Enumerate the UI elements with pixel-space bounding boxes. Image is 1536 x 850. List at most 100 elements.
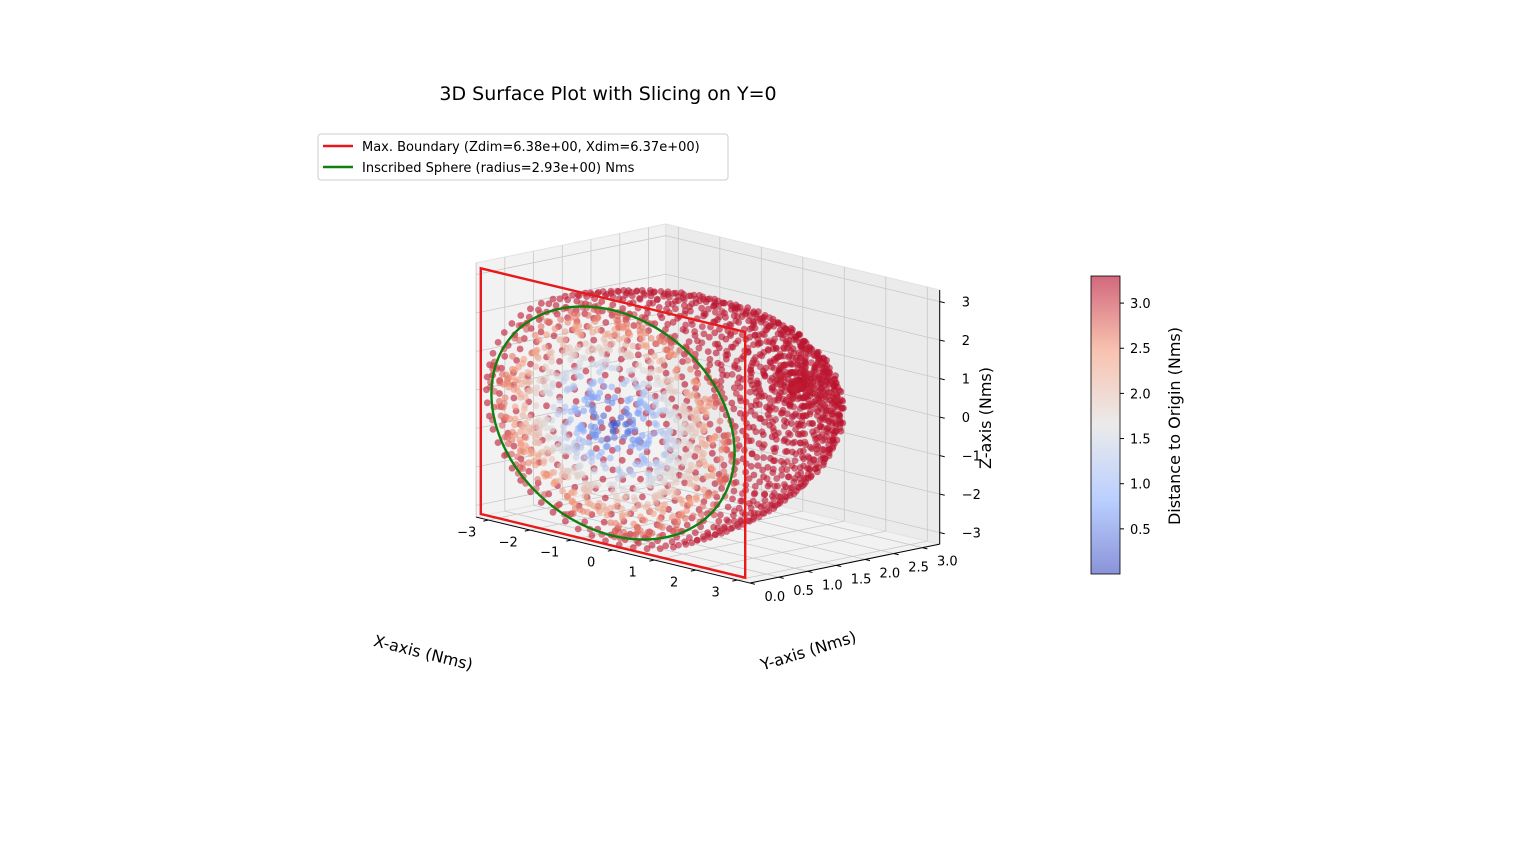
scatter-point bbox=[747, 377, 754, 385]
scatter-point bbox=[620, 495, 628, 503]
scatter-point bbox=[730, 487, 738, 495]
scatter-point bbox=[753, 453, 761, 461]
scatter-point bbox=[580, 455, 587, 462]
scatter-point bbox=[604, 330, 612, 338]
colorbar-label: Distance to Origin (Nms) bbox=[1165, 327, 1184, 525]
scatter-point bbox=[716, 476, 723, 483]
scatter-point bbox=[709, 466, 717, 473]
scatter-point bbox=[796, 475, 804, 483]
scatter-point bbox=[562, 517, 569, 525]
scatter-point bbox=[769, 492, 776, 500]
scatter-point bbox=[550, 468, 558, 476]
scatter-point bbox=[788, 413, 796, 421]
scatter-point bbox=[728, 306, 735, 313]
scatter-point bbox=[776, 350, 784, 358]
scatter-point bbox=[640, 440, 648, 448]
scatter-point bbox=[752, 428, 760, 436]
scatter-point bbox=[722, 351, 730, 359]
scatter-point bbox=[732, 317, 740, 325]
scatter-point bbox=[560, 370, 568, 378]
scatter-point bbox=[522, 378, 529, 385]
scatter-point bbox=[645, 481, 652, 489]
scatter-point bbox=[586, 387, 593, 395]
axes-3d: −3 −2 −1 0 1 2 3 0.0 0.5 1.0 1.5 2.0 2.5 3.0 −3 −2 −1 0 1 2… bbox=[457, 223, 981, 605]
scatter-point bbox=[659, 356, 666, 364]
scatter-point bbox=[676, 347, 683, 354]
scatter-point bbox=[687, 461, 695, 469]
colorbar-tick-label: 0.5 bbox=[1130, 523, 1151, 538]
scatter-point bbox=[580, 407, 588, 415]
x-tick-label: 3 bbox=[712, 586, 720, 601]
scatter-point bbox=[498, 422, 506, 429]
scatter-point bbox=[799, 453, 806, 461]
y-axis-line bbox=[749, 543, 940, 584]
scatter-point bbox=[672, 479, 680, 486]
scatter-point bbox=[775, 493, 783, 500]
scatter-point bbox=[781, 493, 789, 500]
scatter-point bbox=[572, 398, 580, 405]
scatter-point bbox=[617, 397, 625, 405]
scatter-point bbox=[557, 436, 565, 444]
scatter-point bbox=[716, 313, 723, 321]
scatter-point bbox=[813, 400, 821, 407]
scatter-point bbox=[610, 488, 617, 496]
scatter-point bbox=[502, 371, 510, 379]
scatter-point bbox=[577, 470, 585, 478]
scatter-point bbox=[731, 507, 738, 515]
scatter-point bbox=[603, 511, 611, 519]
scatter-point bbox=[728, 371, 736, 378]
z-axis-label: Z-axis (Nms) bbox=[976, 367, 995, 469]
scatter-point bbox=[594, 314, 602, 321]
z-tick-mark bbox=[939, 455, 945, 458]
scatter-point bbox=[606, 454, 614, 462]
y-tick-mark bbox=[893, 553, 899, 556]
scatter-point bbox=[655, 304, 663, 311]
scatter-point bbox=[626, 466, 633, 473]
scatter-point bbox=[564, 467, 572, 475]
scatter-point bbox=[720, 461, 728, 469]
scatter-point bbox=[738, 331, 746, 339]
scatter-point bbox=[706, 355, 714, 363]
scatter-point bbox=[681, 307, 689, 315]
scatter-point bbox=[546, 350, 553, 357]
scatter-point bbox=[772, 431, 779, 439]
y-tick-label: 0.0 bbox=[765, 590, 786, 605]
scatter-point bbox=[758, 428, 766, 436]
scatter-point bbox=[817, 386, 825, 393]
scatter-point bbox=[691, 328, 698, 335]
scatter-point bbox=[685, 495, 693, 503]
scatter-point bbox=[761, 497, 769, 504]
scatter-point bbox=[598, 350, 606, 358]
scatter-point bbox=[555, 381, 563, 389]
scatter-point bbox=[505, 440, 512, 448]
scatter-point bbox=[706, 361, 714, 369]
scatter-point bbox=[816, 423, 824, 431]
scatter-point bbox=[615, 528, 622, 536]
scatter-point bbox=[540, 470, 547, 477]
scatter-point bbox=[795, 349, 803, 357]
y-tick-mark bbox=[836, 564, 842, 568]
scatter-point bbox=[800, 447, 807, 455]
scatter-point bbox=[792, 450, 800, 458]
scatter-point bbox=[594, 504, 601, 512]
scatter-point bbox=[688, 539, 696, 547]
scatter-point bbox=[681, 411, 689, 419]
scatter-point bbox=[823, 407, 831, 414]
scatter-point bbox=[593, 326, 601, 334]
scatter-point bbox=[769, 418, 776, 426]
scatter-point bbox=[618, 505, 626, 513]
legend-boundary-label: Max. Boundary (Zdim=6.38e+00, Xdim=6.37e… bbox=[362, 140, 700, 155]
scatter-point bbox=[807, 408, 814, 416]
scatter-point bbox=[627, 289, 635, 296]
scatter-point bbox=[692, 363, 700, 370]
scatter-point bbox=[823, 425, 831, 432]
scatter-point bbox=[815, 392, 823, 400]
scatter-point bbox=[767, 377, 774, 384]
scatter-point bbox=[821, 436, 829, 443]
scatter-point bbox=[556, 358, 563, 365]
scatter-point bbox=[657, 366, 664, 374]
scatter-point bbox=[662, 542, 670, 550]
scatter-point bbox=[736, 410, 744, 417]
scatter-point bbox=[668, 513, 676, 521]
